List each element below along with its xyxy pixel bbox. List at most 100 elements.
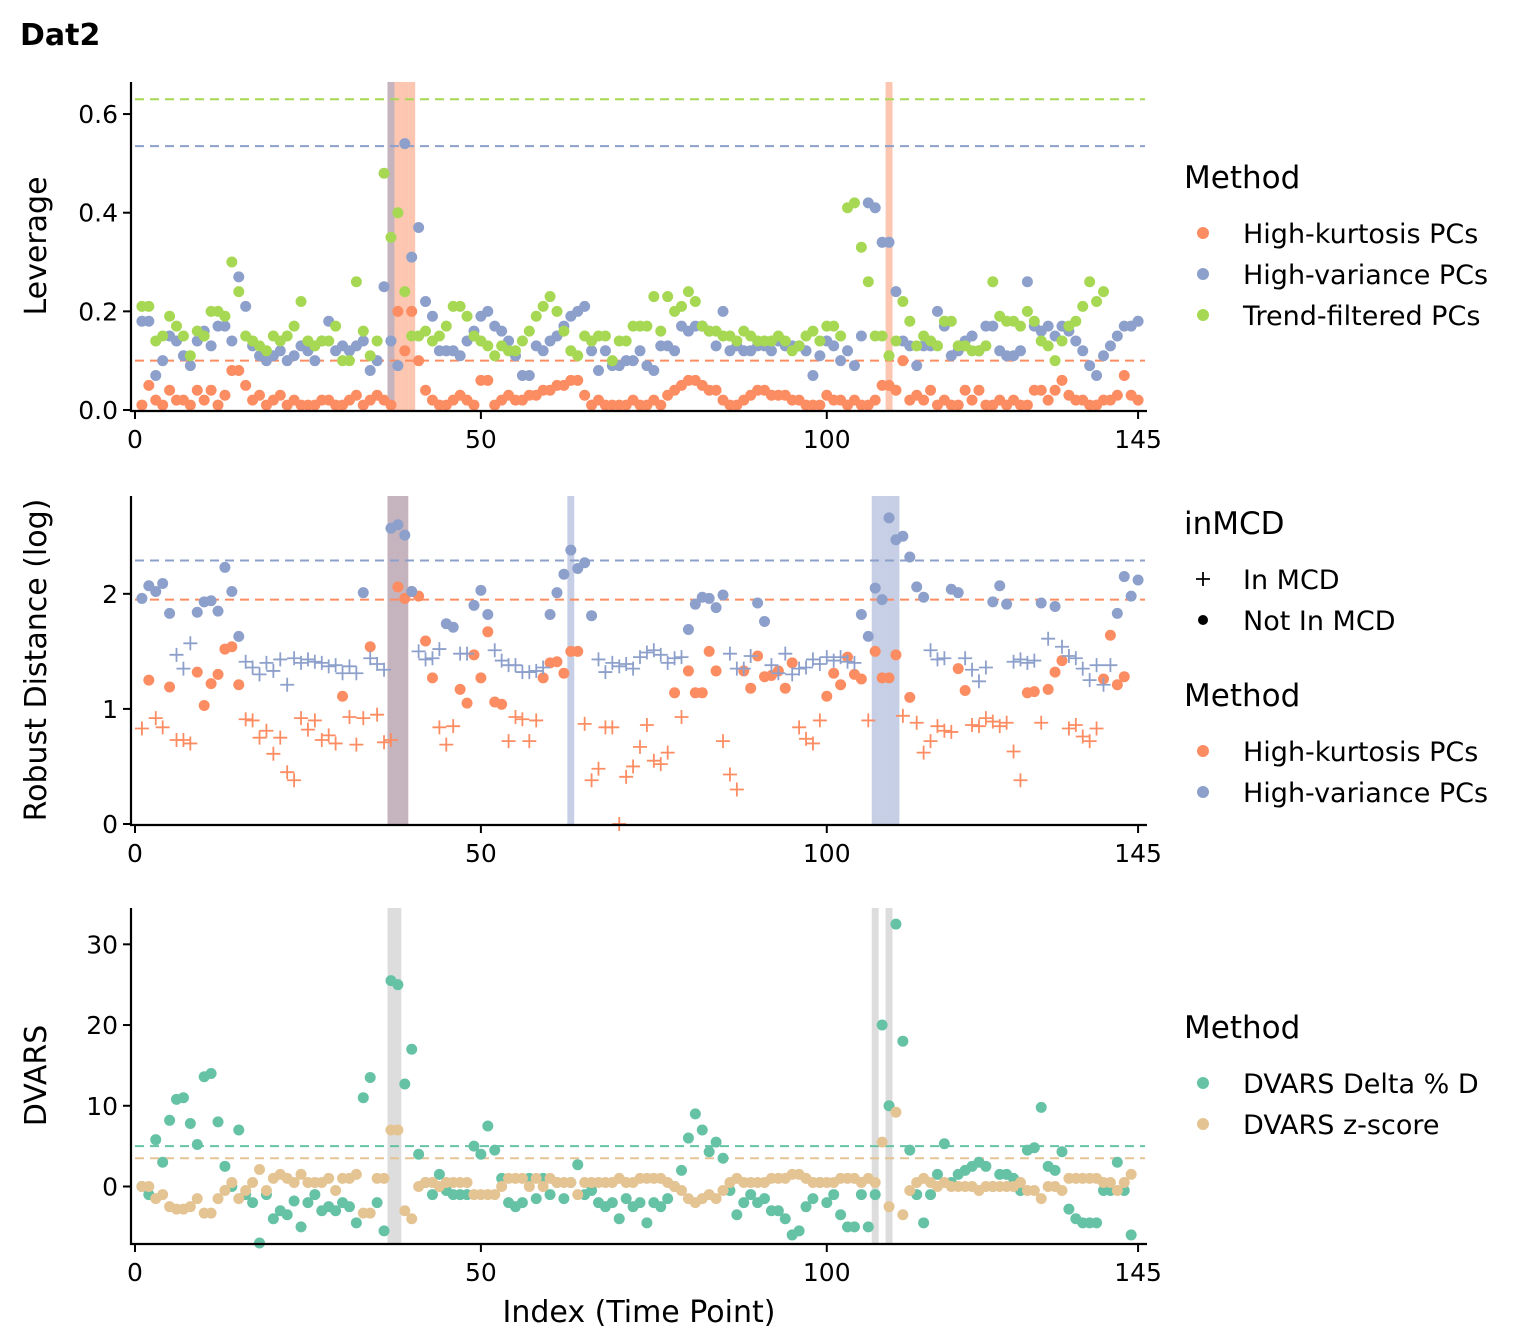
data-point xyxy=(164,310,176,322)
data-point xyxy=(572,645,584,657)
data-point xyxy=(496,698,508,710)
data-point xyxy=(918,394,930,406)
data-point xyxy=(454,350,466,362)
data-point xyxy=(240,379,252,391)
data-point xyxy=(205,1207,217,1219)
data-point xyxy=(482,374,494,386)
data-point xyxy=(958,651,973,666)
legend-label: DVARS z-score xyxy=(1243,1110,1439,1141)
data-point xyxy=(945,315,957,327)
data-point xyxy=(205,384,217,396)
data-point xyxy=(703,592,715,604)
data-point xyxy=(536,660,551,675)
data-point xyxy=(606,1197,618,1209)
data-point xyxy=(363,651,378,666)
data-point xyxy=(191,1139,203,1151)
data-point xyxy=(923,643,938,658)
series-high-kurtosis-pcs xyxy=(136,305,1144,411)
data-point xyxy=(515,712,530,727)
data-point xyxy=(420,325,432,337)
data-point xyxy=(938,1138,950,1150)
data-point xyxy=(1041,631,1056,646)
data-point xyxy=(792,720,807,735)
x-tick-label: 0 xyxy=(127,425,143,454)
data-point xyxy=(226,1176,238,1188)
data-point xyxy=(385,335,397,347)
x-tick-label: 0 xyxy=(127,839,143,868)
data-point xyxy=(916,745,931,760)
data-point xyxy=(157,355,169,367)
data-point xyxy=(460,646,475,661)
data-point xyxy=(399,1078,411,1090)
data-point xyxy=(184,1201,196,1213)
data-point xyxy=(717,1152,729,1164)
data-point xyxy=(150,586,162,598)
data-point xyxy=(1049,384,1061,396)
data-point xyxy=(676,1164,688,1176)
data-point xyxy=(855,673,867,685)
data-point xyxy=(696,1124,708,1136)
x-tick-label: 100 xyxy=(803,425,851,454)
data-point xyxy=(537,345,549,357)
x-tick-label: 50 xyxy=(465,425,497,454)
data-point xyxy=(1020,655,1035,670)
data-point xyxy=(309,1189,321,1201)
data-point xyxy=(357,587,369,599)
data-point xyxy=(779,682,791,694)
data-point xyxy=(966,394,978,406)
data-point xyxy=(529,663,544,678)
data-point xyxy=(219,320,231,332)
data-point xyxy=(883,236,895,248)
data-point xyxy=(855,241,867,253)
data-point xyxy=(736,661,751,676)
data-point xyxy=(516,1172,528,1184)
data-point xyxy=(1056,1146,1068,1158)
data-point xyxy=(937,723,952,738)
data-point xyxy=(978,660,993,675)
data-point xyxy=(778,646,793,661)
data-point xyxy=(475,672,487,684)
data-point xyxy=(489,1144,501,1156)
data-point xyxy=(342,659,357,674)
data-point xyxy=(288,320,300,332)
data-point xyxy=(530,310,542,322)
legend-title: Method xyxy=(1184,1010,1300,1046)
panel-leverage: 0 50 100 145 0.0 0.2 0.4 0.6 Leverage Method High-… xyxy=(19,82,1488,454)
data-point xyxy=(426,310,438,322)
data-point xyxy=(335,666,350,681)
data-point xyxy=(634,1197,646,1209)
data-point xyxy=(183,736,198,751)
data-point xyxy=(164,384,176,396)
data-point xyxy=(689,295,701,307)
data-point xyxy=(266,746,281,761)
data-point xyxy=(771,666,786,681)
data-point xyxy=(648,291,660,303)
data-point xyxy=(475,1148,487,1160)
data-point xyxy=(710,340,722,352)
data-point xyxy=(212,1116,224,1128)
data-point xyxy=(1125,1168,1137,1180)
data-point xyxy=(1027,653,1042,668)
data-point xyxy=(447,621,459,633)
data-point xyxy=(219,561,231,573)
data-point xyxy=(1054,639,1069,654)
data-point xyxy=(855,609,867,621)
data-point xyxy=(150,369,162,381)
data-point xyxy=(357,1092,369,1104)
data-point xyxy=(862,276,874,288)
y-tick-label: 0.6 xyxy=(78,100,118,129)
data-point xyxy=(890,286,902,298)
y-tick-label: 0 xyxy=(102,810,118,839)
data-point xyxy=(890,335,902,347)
data-point xyxy=(426,672,438,684)
data-point xyxy=(240,300,252,312)
legend-key xyxy=(1197,745,1209,757)
data-point xyxy=(653,757,668,772)
data-point xyxy=(392,581,404,593)
data-point xyxy=(406,586,418,598)
data-point xyxy=(1006,744,1021,759)
data-point xyxy=(461,697,473,709)
data-point xyxy=(226,641,238,653)
data-point xyxy=(233,365,245,377)
data-point xyxy=(287,773,302,788)
